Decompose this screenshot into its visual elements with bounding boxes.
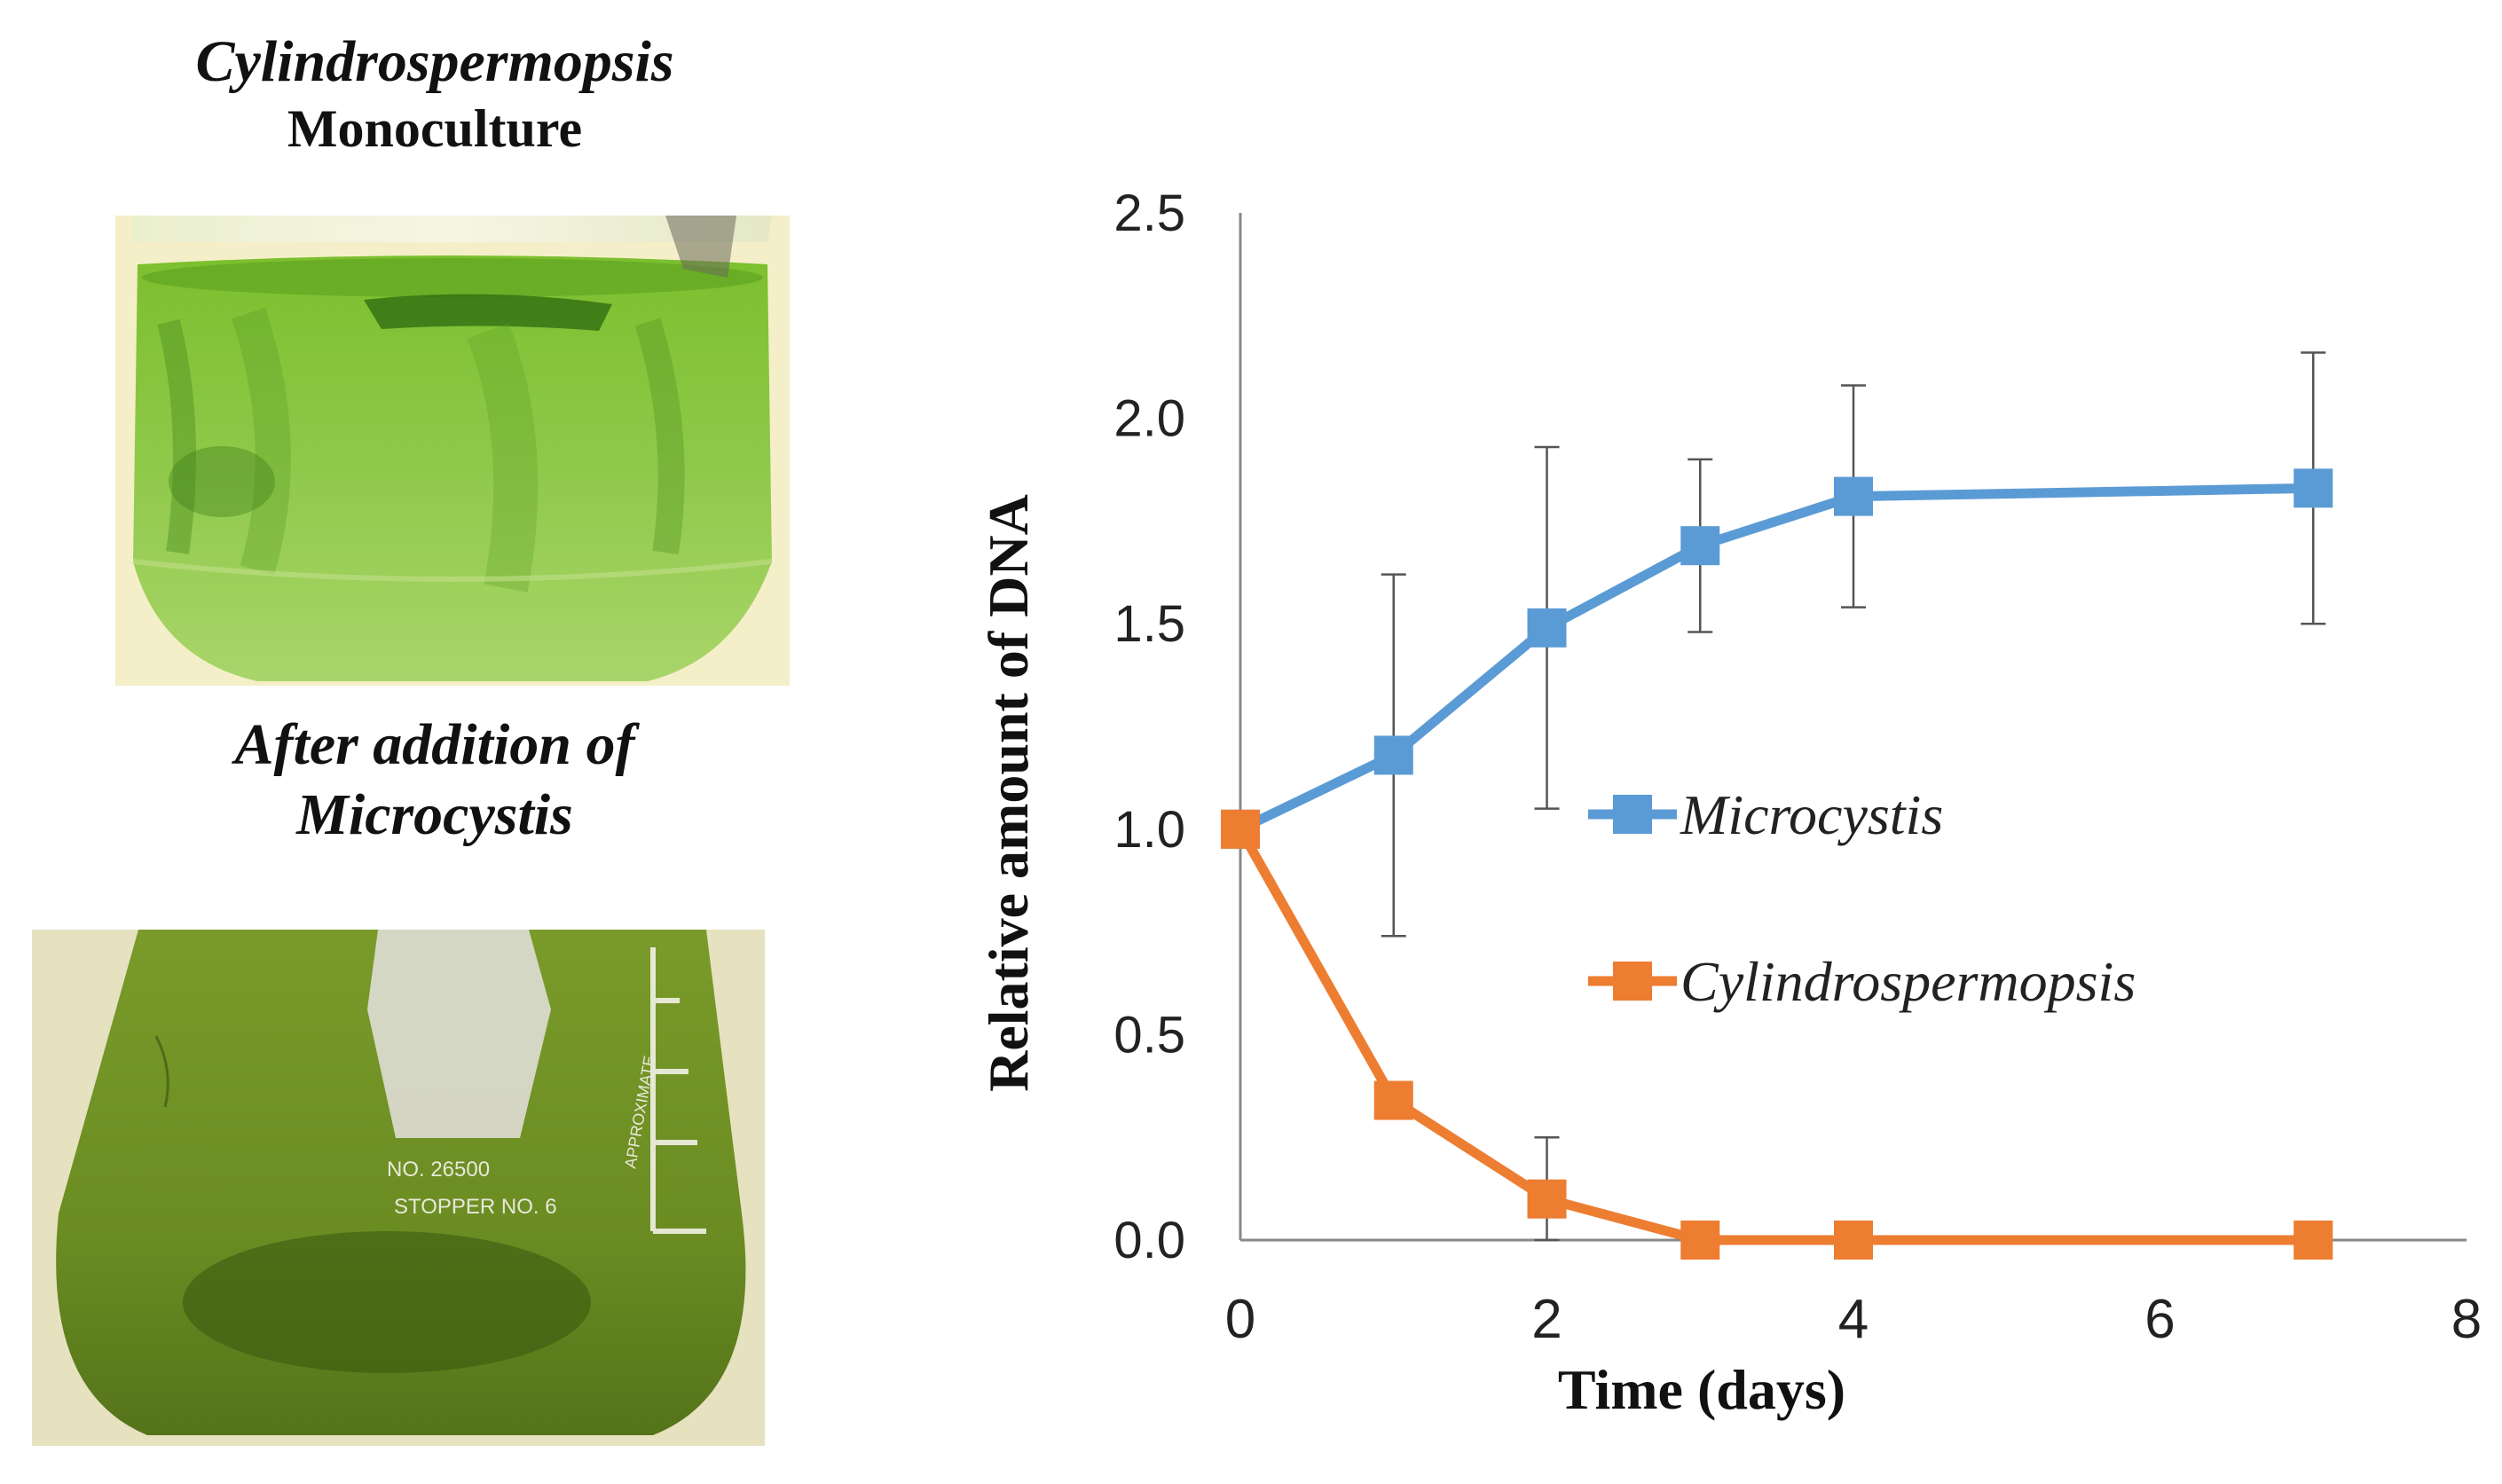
coculture-flask-photo: NO. 26500 STOPPER NO. 6 APPROXIMATE — [32, 930, 765, 1446]
y-tick-label: 1.0 — [1113, 801, 1185, 859]
x-tick-label: 6 — [2144, 1289, 2175, 1350]
bottom-photo-title: After addition of Microcystis — [0, 710, 869, 850]
y-tick-label: 2.0 — [1113, 390, 1185, 448]
legend-label: Microcystis — [1680, 783, 1943, 846]
monoculture-flask-photo — [115, 216, 790, 686]
legend-item-cylindrospermopsis: Cylindrospermopsis — [1588, 950, 2136, 1013]
top-photo-title-species: Cylindrospermopsis — [195, 29, 674, 94]
legend-swatch-marker — [1613, 962, 1652, 1001]
data-point — [2294, 1221, 2333, 1260]
legend-swatch-marker — [1613, 795, 1652, 834]
bottom-photo-title-species: Microcystis — [296, 782, 573, 848]
series-line — [1236, 827, 2314, 1245]
flask-stopper-label: STOPPER NO. 6 — [394, 1195, 557, 1219]
x-tick-label: 0 — [1225, 1289, 1255, 1350]
x-axis-label: Time (days) — [1558, 1358, 1845, 1421]
data-point — [1834, 476, 1873, 516]
data-point — [1221, 809, 1260, 849]
y-tick-labels: 0.0 0.5 1.0 1.5 2.0 2.5 — [1113, 185, 1185, 1269]
chart-legend: Microcystis Cylindrospermopsis — [1588, 783, 2136, 1013]
data-point — [1527, 608, 1567, 648]
x-tick-label: 2 — [1531, 1289, 1562, 1350]
data-point — [2294, 468, 2333, 508]
data-point — [1527, 1179, 1567, 1219]
top-photo-title-condition: Monoculture — [287, 99, 583, 159]
data-point — [1373, 1080, 1413, 1120]
series-line — [1238, 483, 2314, 834]
x-tick-labels: 0 2 4 6 8 — [1225, 1289, 2482, 1350]
y-tick-label: 0.5 — [1113, 1006, 1185, 1064]
series-layer — [1221, 351, 2333, 1260]
data-point — [1373, 735, 1413, 775]
legend-label: Cylindrospermopsis — [1680, 950, 2136, 1013]
x-tick-label: 4 — [1838, 1289, 1869, 1350]
x-tick-label: 8 — [2451, 1289, 2482, 1350]
top-photo-title: Cylindrospermopsis Monoculture — [0, 27, 869, 161]
dna-time-course-chart: 0.0 0.5 1.0 1.5 2.0 2.5 0 2 4 6 8 Relative amount… — [977, 185, 2482, 1421]
data-point — [1834, 1221, 1873, 1260]
y-tick-label: 2.5 — [1113, 185, 1185, 242]
y-tick-label: 0.0 — [1113, 1212, 1185, 1269]
data-point — [1680, 1221, 1720, 1260]
flask-number-label: NO. 26500 — [387, 1158, 490, 1182]
data-point — [1680, 526, 1720, 566]
y-axis-label: Relative amount of DNA — [977, 494, 1040, 1092]
bottom-photo-title-line1: After addition of — [234, 712, 635, 777]
legend-item-microcystis: Microcystis — [1588, 783, 1943, 846]
series-cylindrospermopsis — [1221, 809, 2333, 1260]
y-tick-label: 1.5 — [1113, 595, 1185, 653]
